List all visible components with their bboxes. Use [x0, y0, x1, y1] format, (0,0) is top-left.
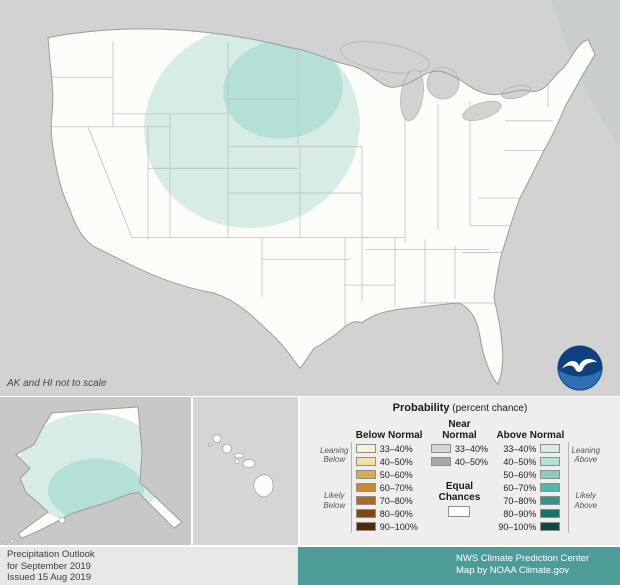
legend-title-note: (percent chance) [452, 403, 528, 414]
legend-row: 50–60% [496, 468, 564, 481]
alaska-inset [0, 397, 191, 545]
legend-row: 90–100% [355, 520, 423, 533]
range-label: 40–50% [454, 456, 488, 467]
legend-row: 33–40% [496, 442, 564, 455]
color-swatch [430, 457, 451, 466]
range-label: 60–70% [503, 482, 537, 493]
legend-row: 33–40% [430, 442, 488, 455]
hawaii-islands [208, 434, 274, 498]
range-label: 80–90% [379, 508, 413, 519]
alaska-map [4, 406, 183, 545]
color-swatch [540, 496, 561, 505]
color-swatch [355, 470, 376, 479]
legend-row: 80–90% [355, 507, 423, 520]
legend-row: 70–80% [496, 494, 564, 507]
above-side-labels: Leaning Above Likely Above [564, 442, 600, 533]
legend-column-below: Leaning Below Likely Below Below Normal … [320, 417, 423, 533]
range-label: 50–60% [503, 469, 537, 480]
likely-above-label: Likely Above [568, 468, 600, 533]
map-scale-note: AK and HI not to scale [7, 378, 107, 389]
range-label: 50–60% [379, 469, 413, 480]
equal-chances-label: Equal Chances [438, 481, 481, 503]
range-label: 90–100% [379, 521, 418, 532]
hawaii-map [208, 434, 274, 498]
color-swatch [355, 496, 376, 505]
footer-line: Issued 15 Aug 2019 [7, 572, 91, 583]
noaa-emblem-icon [557, 345, 603, 391]
noaa-logo-icon [556, 344, 604, 392]
legend-row: 40–50% [355, 455, 423, 468]
range-label: 70–80% [503, 495, 537, 506]
hawaii-inset [193, 397, 298, 545]
color-swatch [540, 457, 561, 466]
legend-row: 80–90% [496, 507, 564, 520]
us-outline [47, 28, 596, 386]
color-swatch [355, 457, 376, 466]
precip-shading [144, 28, 360, 228]
likely-below-label: Likely Below [320, 468, 352, 533]
legend-row: 33–40% [355, 442, 423, 455]
range-label: 33–40% [454, 443, 488, 454]
conus-map: AK and HI not to scale [0, 0, 620, 396]
legend-row: 60–70% [355, 481, 423, 494]
legend-column-above: Above Normal 33–40% 40–50% 50–60% 60 [496, 417, 600, 533]
color-swatch [430, 444, 451, 453]
footer-bar: Precipitation Outlook for September 2019… [0, 547, 620, 585]
footer-product-info: Precipitation Outlook for September 2019… [0, 547, 298, 585]
legend-row: 90–100% [496, 520, 564, 533]
range-label: 60–70% [379, 482, 413, 493]
alaska-outline [15, 406, 183, 539]
range-label: 33–40% [379, 443, 413, 454]
range-label: 90–100% [498, 521, 537, 532]
aleutian-islands [4, 516, 66, 545]
color-swatch [540, 522, 561, 531]
below-rows: Below Normal 33–40% 40–50% 50–60% [355, 417, 423, 533]
near-normal-header: Near Normal [442, 419, 477, 441]
legend-row: 60–70% [496, 481, 564, 494]
range-label: 70–80% [379, 495, 413, 506]
footer-line: for September 2019 [7, 560, 91, 572]
legend-row: 50–60% [355, 468, 423, 481]
atlantic-ocean-shading [552, 0, 620, 149]
range-label: 80–90% [503, 508, 537, 519]
above-normal-40-50-region [223, 39, 343, 139]
range-label: 40–50% [379, 456, 413, 467]
range-label: 33–40% [503, 443, 537, 454]
color-swatch [355, 522, 376, 531]
range-label: 40–50% [503, 456, 537, 467]
legend-row: 70–80% [355, 494, 423, 507]
color-swatch [540, 444, 561, 453]
above-normal-header: Above Normal [496, 429, 565, 441]
color-swatch [355, 483, 376, 492]
color-swatch [540, 483, 561, 492]
below-normal-header: Below Normal [355, 429, 423, 441]
leaning-above-label: Leaning Above [568, 442, 600, 468]
footer-line: Precipitation Outlook [7, 549, 95, 560]
color-swatch [355, 509, 376, 518]
below-side-labels: Leaning Below Likely Below [320, 442, 356, 533]
footer-line: NWS Climate Prediction Center [456, 553, 590, 564]
legend-panel: Probability (percent chance) Leaning Bel… [300, 397, 620, 545]
us-map [47, 0, 620, 386]
footer-credit-info: NWS Climate Prediction Center Map by NOA… [298, 547, 620, 585]
color-swatch [540, 470, 561, 479]
leaning-below-label: Leaning Below [320, 442, 352, 468]
ak-above-normal-40-50-region [48, 458, 144, 523]
legend-row: 40–50% [430, 455, 488, 468]
legend-title-main: Probability [392, 402, 450, 414]
legend-title: Probability (percent chance) [306, 402, 614, 414]
equal-chances-swatch [448, 506, 471, 517]
footer-line: Map by NOAA Climate.gov [456, 565, 569, 576]
legend-columns: Leaning Below Likely Below Below Normal … [306, 417, 614, 533]
above-rows: Above Normal 33–40% 40–50% 50–60% 60 [496, 417, 564, 533]
color-swatch [355, 444, 376, 453]
legend-column-near: Near Normal 33–40% 40–50% Equal Chances [428, 417, 490, 533]
legend-row: 40–50% [496, 455, 564, 468]
color-swatch [540, 509, 561, 518]
